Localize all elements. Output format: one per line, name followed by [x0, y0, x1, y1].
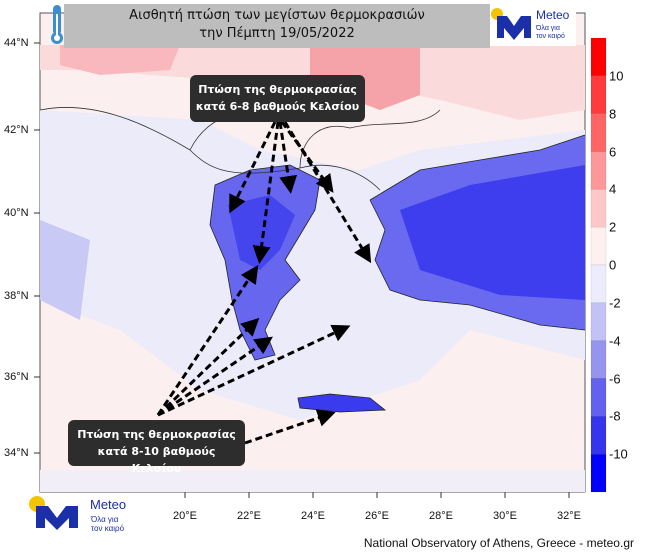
annotation-8-10: Πτώση της θερμοκρασίας κατά 8-10 βαθμούς … — [68, 420, 245, 475]
colorbar-label: 0 — [609, 257, 617, 273]
colorbar-swatch — [590, 378, 607, 417]
italy-cool — [40, 220, 90, 320]
lat-label: 40°N — [4, 207, 29, 219]
lat-label: 36°N — [4, 371, 29, 383]
greece-core — [228, 195, 295, 270]
warm-west — [60, 45, 180, 75]
colorbar-label: -4 — [609, 333, 621, 349]
colorbar-swatch — [590, 302, 607, 341]
anatolia-core — [400, 165, 585, 300]
colorbar-label: 2 — [609, 219, 617, 235]
bottom-tagline: Όλα για τον καιρό — [91, 515, 125, 533]
colorbar-swatch — [590, 416, 607, 455]
lat-label: 34°N — [4, 447, 29, 459]
thermometer-icon — [51, 5, 63, 44]
lon-label: 20°E — [173, 510, 197, 522]
crete — [297, 393, 387, 413]
bottom-brand: Meteo — [90, 497, 127, 512]
colorbar-label: 4 — [609, 181, 617, 197]
colorbar-label: -6 — [609, 371, 621, 386]
colorbar-swatch — [590, 113, 607, 152]
annotation-6-8: Πτώση της θερμοκρασίας κατά 6-8 βαθμούς Κ… — [190, 75, 365, 122]
warm-region — [40, 45, 585, 120]
lon-label: 26°E — [365, 510, 389, 522]
title-line-2: την Πέμπτη 19/05/2022 — [199, 26, 355, 41]
lon-label: 32°E — [557, 510, 581, 522]
lat-label: 42°N — [4, 124, 29, 136]
top-brand: Meteo — [536, 8, 570, 22]
lon-label: 24°E — [301, 510, 325, 522]
colorbar-swatch — [590, 226, 607, 266]
lat-label: 44°N — [4, 37, 29, 49]
axis-ticks — [34, 42, 570, 498]
colorbar-swatch — [590, 151, 607, 190]
meteo-logo-bottom — [29, 496, 78, 530]
colorbar — [590, 37, 607, 493]
colorbar-label: 10 — [609, 68, 624, 84]
colorbar-swatch — [590, 75, 607, 114]
turkey-coast — [369, 134, 586, 331]
top-tagline: Όλα για τον καιρό — [536, 25, 565, 40]
meteo-logo-top — [490, 4, 576, 46]
colorbar-label: 6 — [609, 144, 617, 159]
colorbar-label: -10 — [609, 446, 628, 462]
arrows — [156, 121, 372, 445]
credit: National Observatory of Athens, Greece -… — [363, 536, 634, 550]
colorbar-label: -8 — [609, 408, 621, 424]
colorbar-swatch — [590, 189, 607, 228]
lon-label: 30°E — [493, 510, 517, 522]
colorbar-label: -2 — [609, 295, 621, 311]
colorbar-label: 8 — [609, 106, 617, 122]
colorbar-swatch — [590, 453, 607, 493]
colorbar-swatch — [590, 264, 607, 304]
lon-label: 22°E — [237, 510, 261, 522]
title-line-1: Αισθητή πτώση των μεγίστων θερμοκρασιών — [129, 8, 425, 23]
colorbar-swatch — [590, 340, 607, 379]
lon-label: 28°E — [429, 510, 453, 522]
colorbar-swatch — [590, 37, 607, 77]
cool-south — [40, 470, 585, 492]
lat-label: 38°N — [4, 290, 29, 302]
greece-coast — [209, 164, 321, 361]
map-title: Αισθητή πτώση των μεγίστων θερμοκρασιών … — [64, 4, 490, 48]
